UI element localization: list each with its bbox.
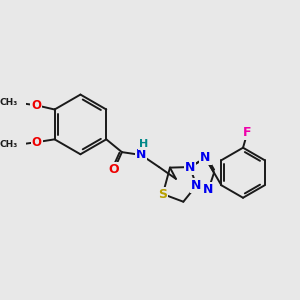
Text: S: S (158, 188, 167, 201)
Text: N: N (203, 183, 214, 196)
Text: CH₃: CH₃ (0, 140, 18, 149)
Text: N: N (200, 152, 211, 164)
Text: H: H (139, 139, 148, 149)
Text: F: F (243, 126, 251, 140)
Text: O: O (109, 163, 119, 176)
Text: N: N (136, 148, 146, 161)
Text: O: O (31, 99, 41, 112)
Text: CH₃: CH₃ (0, 98, 18, 107)
Text: O: O (32, 136, 42, 149)
Text: N: N (185, 160, 195, 174)
Text: N: N (191, 179, 202, 192)
